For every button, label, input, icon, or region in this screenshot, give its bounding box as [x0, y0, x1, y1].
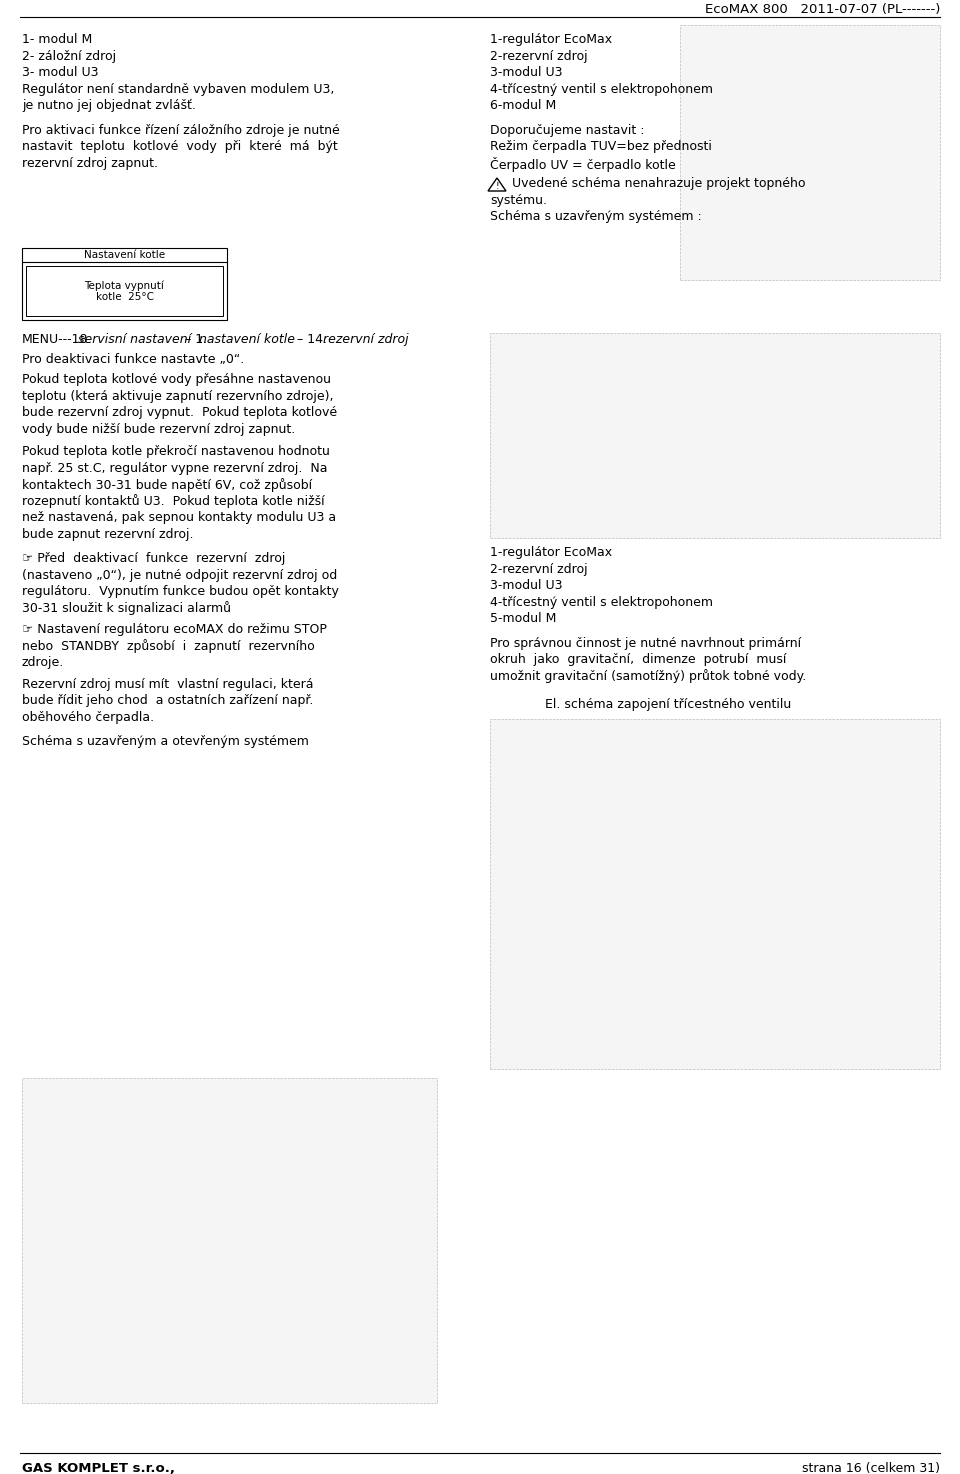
Text: Pro správnou činnost je nutné navrhnout primární: Pro správnou činnost je nutné navrhnout … [490, 637, 802, 650]
Text: nastavení kotle: nastavení kotle [199, 333, 295, 346]
Text: je nutno jej objednat zvlášť.: je nutno jej objednat zvlášť. [22, 99, 196, 112]
Text: umožnit gravitační (samotížný) průtok tobné vody.: umožnit gravitační (samotížný) průtok to… [490, 669, 806, 684]
Text: okruh  jako  gravitační,  dimenze  potrubí  musí: okruh jako gravitační, dimenze potrubí m… [490, 653, 786, 666]
Text: bude zapnut rezervní zdroj.: bude zapnut rezervní zdroj. [22, 528, 194, 541]
Bar [22, 248, 227, 320]
Text: El. schéma zapojení třícestného ventilu: El. schéma zapojení třícestného ventilu [545, 699, 791, 710]
Text: teplotu (která aktivuje zapnutí rezervního zdroje),: teplotu (která aktivuje zapnutí rezervní… [22, 389, 333, 402]
Text: Čerpadlo UV = čerpadlo kotle: Čerpadlo UV = čerpadlo kotle [490, 156, 676, 171]
Text: Regulátor není standardně vybaven modulem U3,: Regulátor není standardně vybaven module… [22, 83, 334, 96]
Text: 3-modul U3: 3-modul U3 [490, 66, 563, 80]
Text: nebo  STANDBY  způsobí  i  zapnutí  rezervního: nebo STANDBY způsobí i zapnutí rezervníh… [22, 640, 315, 653]
Text: 1- modul M: 1- modul M [22, 32, 92, 46]
Text: Pokud teplota kotlové vody přesáhne nastavenou: Pokud teplota kotlové vody přesáhne nast… [22, 373, 331, 386]
Text: bude rezervní zdroj vypnut.  Pokud teplota kotlové: bude rezervní zdroj vypnut. Pokud teplot… [22, 405, 337, 419]
Text: 2-rezervní zdroj: 2-rezervní zdroj [490, 563, 588, 575]
Text: 5-modul M: 5-modul M [490, 612, 557, 625]
Text: nastavit  teplotu  kotlové  vody  při  které  má  být: nastavit teplotu kotlové vody při které … [22, 140, 338, 153]
Text: Schéma s uzavřeným a otevřeným systémem: Schéma s uzavřeným a otevřeným systémem [22, 736, 309, 747]
Text: (nastaveno „0“), je nutné odpojit rezervní zdroj od: (nastaveno „0“), je nutné odpojit rezerv… [22, 569, 337, 582]
Text: rozepnutí kontaktů U3.  Pokud teplota kotle nižší: rozepnutí kontaktů U3. Pokud teplota kot… [22, 494, 324, 509]
Text: 2- záložní zdroj: 2- záložní zdroj [22, 50, 116, 62]
Text: !: ! [495, 181, 499, 190]
Text: servisní nastavení: servisní nastavení [78, 333, 191, 346]
Text: kotle  25°C: kotle 25°C [95, 292, 154, 302]
Text: ☞ Před  deaktivací  funkce  rezervní  zdroj: ☞ Před deaktivací funkce rezervní zdroj [22, 551, 285, 565]
Bar [680, 25, 940, 280]
Bar [490, 718, 940, 1069]
Text: oběhového čerpadla.: oběhového čerpadla. [22, 710, 155, 724]
Bar [490, 333, 940, 538]
Bar [26, 265, 223, 315]
Text: 4-třícestný ventil s elektropohonem: 4-třícestný ventil s elektropohonem [490, 83, 713, 96]
Text: 30-31 sloužit k signalizaci alarmů: 30-31 sloužit k signalizaci alarmů [22, 601, 231, 616]
Text: rezervní zdroj zapnut.: rezervní zdroj zapnut. [22, 156, 158, 170]
Text: systému.: systému. [490, 193, 547, 206]
Text: vody bude nižší bude rezervní zdroj zapnut.: vody bude nižší bude rezervní zdroj zapn… [22, 423, 296, 435]
Text: EcoMAX 800   2011-07-07 (PL-------): EcoMAX 800 2011-07-07 (PL-------) [705, 3, 940, 16]
Text: 6-modul M: 6-modul M [490, 99, 556, 112]
Text: Doporučujeme nastavit :: Doporučujeme nastavit : [490, 124, 644, 137]
Bar [22, 1077, 437, 1403]
Text: Schéma s uzavřeným systémem :: Schéma s uzavřeným systémem : [490, 209, 702, 223]
Text: 1-regulátor EcoMax: 1-regulátor EcoMax [490, 545, 612, 559]
Text: MENU---18.: MENU---18. [22, 333, 92, 346]
Text: GAS KOMPLET s.r.o.,: GAS KOMPLET s.r.o., [22, 1462, 175, 1474]
Text: zdroje.: zdroje. [22, 656, 64, 669]
Text: kontaktech 30-31 bude napětí 6V, což způsobí: kontaktech 30-31 bude napětí 6V, což způ… [22, 478, 312, 492]
Text: Pro deaktivaci funkce nastavte „0“.: Pro deaktivaci funkce nastavte „0“. [22, 352, 244, 366]
Text: – 14.: – 14. [293, 333, 327, 346]
Text: rezervní zdroj: rezervní zdroj [323, 333, 409, 346]
Text: např. 25 st.C, regulátor vypne rezervní zdroj.  Na: např. 25 st.C, regulátor vypne rezervní … [22, 461, 327, 475]
Text: 3- modul U3: 3- modul U3 [22, 66, 99, 80]
Text: Uvedené schéma nenahrazuje projekt topného: Uvedené schéma nenahrazuje projekt topné… [512, 177, 805, 190]
Text: regulátoru.  Vypnutím funkce budou opět kontakty: regulátoru. Vypnutím funkce budou opět k… [22, 585, 339, 598]
Text: 1-regulátor EcoMax: 1-regulátor EcoMax [490, 32, 612, 46]
Text: 2-rezervní zdroj: 2-rezervní zdroj [490, 50, 588, 62]
Text: Nastavení kotle: Nastavení kotle [84, 251, 165, 259]
Text: než nastavená, pak sepnou kontakty modulu U3 a: než nastavená, pak sepnou kontakty modul… [22, 511, 336, 523]
Text: ☞ Nastavení regulátoru ecoMAX do režimu STOP: ☞ Nastavení regulátoru ecoMAX do režimu … [22, 624, 326, 635]
Text: 4-třícestný ventil s elektropohonem: 4-třícestný ventil s elektropohonem [490, 595, 713, 609]
Text: Režim čerpadla TUV=bez přednosti: Režim čerpadla TUV=bez přednosti [490, 140, 712, 153]
Text: Rezervní zdroj musí mít  vlastní regulaci, která: Rezervní zdroj musí mít vlastní regulaci… [22, 678, 314, 690]
Text: 3-modul U3: 3-modul U3 [490, 579, 563, 593]
Text: Teplota vypnutí: Teplota vypnutí [84, 280, 164, 292]
Text: bude řídit jeho chod  a ostatních zařízení např.: bude řídit jeho chod a ostatních zařízen… [22, 694, 313, 708]
Text: strana 16 (celkem 31): strana 16 (celkem 31) [802, 1462, 940, 1474]
Text: Pro aktivaci funkce řízení záložního zdroje je nutné: Pro aktivaci funkce řízení záložního zdr… [22, 124, 340, 137]
Text: Pokud teplota kotle překročí nastavenou hodnotu: Pokud teplota kotle překročí nastavenou … [22, 445, 330, 458]
Text: – 1.: – 1. [181, 333, 207, 346]
